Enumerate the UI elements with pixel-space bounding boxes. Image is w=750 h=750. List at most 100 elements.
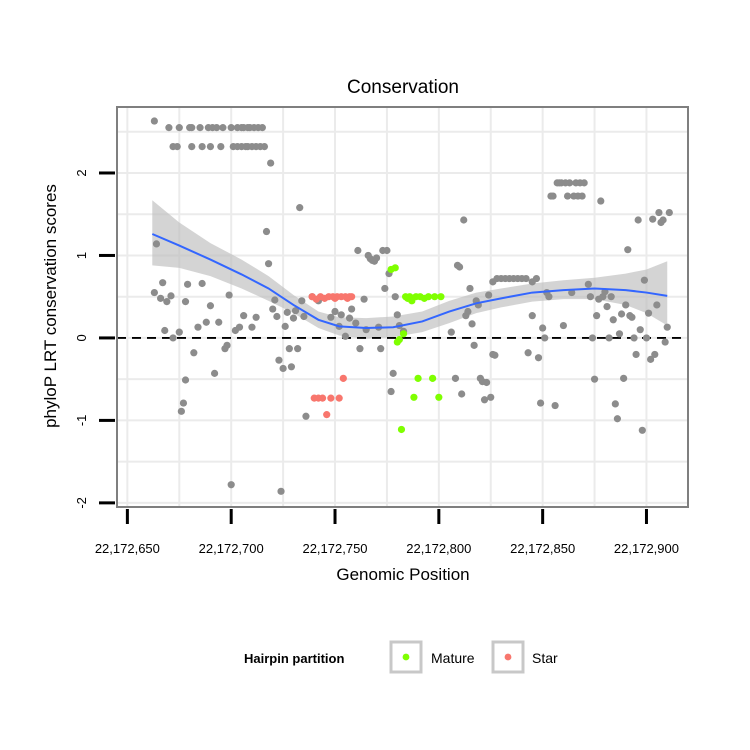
chart-title: Conservation [347, 77, 459, 98]
point-other [597, 197, 605, 205]
point-other [468, 320, 476, 328]
point-other [213, 124, 221, 132]
point-other [485, 291, 493, 299]
point-other [534, 354, 543, 362]
point-other [296, 204, 304, 212]
y-tick-label: 1 [74, 252, 89, 259]
point-other [541, 334, 549, 342]
x-tick-label: 22,172,800 [406, 541, 471, 556]
point-star [323, 411, 331, 419]
point-other [563, 192, 572, 200]
point-other [215, 318, 223, 326]
x-tick-label: 22,172,650 [95, 541, 160, 556]
point-other [337, 311, 345, 319]
point-other [551, 401, 559, 410]
point-other [198, 142, 206, 151]
point-star [348, 293, 356, 301]
point-other [159, 279, 167, 287]
point-other [258, 124, 266, 132]
y-axis: -2 -1 0 1 2 [74, 169, 115, 509]
point-mature [399, 330, 408, 338]
point-other [161, 326, 169, 335]
point-other [586, 293, 595, 301]
point-other [175, 124, 183, 132]
point-other [655, 208, 663, 217]
point-other [181, 376, 190, 384]
point-other [206, 302, 215, 310]
point-other [603, 302, 611, 311]
point-other [624, 246, 632, 254]
point-other [580, 179, 588, 187]
point-other [524, 349, 532, 357]
x-tick-label: 22,172,850 [510, 541, 575, 556]
point-other [528, 312, 536, 320]
point-other [391, 293, 399, 301]
point-other [617, 310, 626, 318]
point-mature [410, 393, 418, 401]
point-other [389, 369, 397, 377]
legend-title: Hairpin partition [244, 651, 344, 666]
point-other [356, 345, 364, 353]
point-other [188, 142, 196, 151]
point-other [327, 313, 335, 321]
point-other [163, 298, 171, 306]
point-other [175, 328, 183, 336]
point-other [632, 350, 640, 359]
point-other [661, 338, 669, 346]
point-other [480, 396, 489, 404]
point-other [277, 487, 285, 495]
point-other [615, 330, 624, 338]
y-axis-label: phyloP LRT conservation scores [41, 184, 60, 428]
point-other [590, 375, 599, 383]
point-mature [435, 393, 443, 401]
point-other [196, 124, 204, 132]
point-other [260, 142, 269, 151]
point-other [264, 260, 273, 268]
point-other [584, 280, 592, 288]
point-other [466, 284, 474, 293]
point-other [622, 301, 630, 309]
point-other [470, 341, 478, 349]
point-other [532, 274, 541, 283]
point-other [360, 295, 368, 303]
point-other [464, 307, 472, 316]
point-other [283, 308, 291, 316]
point-other [206, 142, 215, 151]
x-tick-label: 22,172,750 [302, 541, 367, 556]
point-other [300, 312, 308, 321]
point-other [331, 307, 339, 316]
point-other [387, 387, 395, 396]
point-other [279, 364, 287, 373]
point-other [248, 323, 256, 331]
y-tick-label: 2 [74, 169, 89, 176]
point-other [393, 311, 401, 319]
point-other [653, 301, 661, 309]
point-star [318, 394, 327, 402]
point-other [348, 305, 356, 313]
point-other [491, 351, 499, 359]
point-other [150, 117, 158, 125]
point-other [225, 291, 233, 299]
point-other [198, 279, 206, 288]
y-tick-label: -2 [74, 497, 89, 509]
point-star [339, 374, 347, 382]
smooth-curve [151, 233, 668, 330]
point-other [152, 240, 161, 248]
point-other [456, 263, 464, 271]
ribbon-band [152, 200, 668, 339]
point-other [352, 319, 360, 327]
point-other [647, 355, 655, 363]
legend-marker-star [504, 653, 512, 661]
point-other [663, 323, 671, 331]
point-mature [395, 335, 403, 344]
point-star [335, 394, 343, 402]
point-other [227, 124, 235, 132]
point-other [613, 415, 622, 423]
point-other [190, 349, 198, 357]
point-mature [429, 374, 437, 382]
point-other [559, 321, 568, 330]
point-other [267, 159, 275, 167]
point-other [285, 345, 293, 353]
point-other [169, 334, 177, 342]
